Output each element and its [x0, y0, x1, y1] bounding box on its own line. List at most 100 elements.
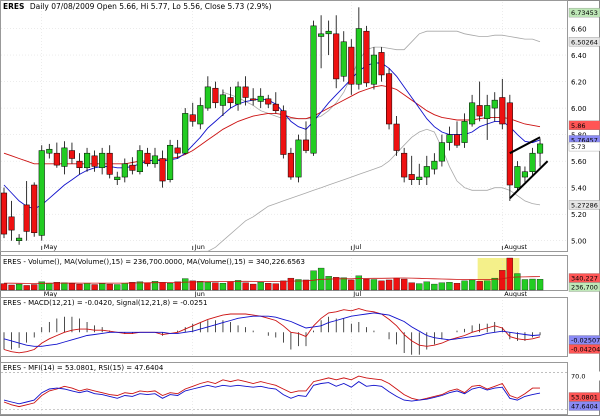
candle-down — [409, 174, 415, 179]
mfi-title: ERES - MFI(14) = 53.0801, RSI(15) = 47.6… — [3, 364, 164, 372]
volume-x-tick-label: Jul — [352, 290, 361, 298]
volume-bar-up — [341, 278, 347, 290]
candle-up — [447, 135, 453, 143]
candle-down — [175, 148, 181, 153]
candle-down — [24, 205, 30, 232]
volume-bar-up — [514, 274, 520, 290]
volume-bar-down — [1, 284, 7, 290]
volume-bar-down — [265, 283, 271, 290]
candle-up — [311, 26, 317, 153]
candle-up — [62, 148, 68, 167]
volume-bar-down — [228, 282, 234, 290]
volume-bar-down — [379, 281, 385, 290]
candle-down — [386, 74, 392, 124]
candle-down — [130, 165, 136, 170]
candle-down — [273, 104, 279, 111]
candle-down — [349, 47, 355, 84]
mfi-flag-label: 47.6404 — [571, 403, 598, 411]
volume-bar-down — [92, 285, 98, 290]
volume-bar-down — [477, 281, 483, 290]
macd-panel: -0.02507-0.04204 ERES - MACD(12,21) = -0… — [1, 298, 600, 357]
candle-down — [31, 185, 37, 233]
volume-bar-down — [454, 283, 460, 290]
volume-bar-up — [537, 279, 543, 290]
volume-bar-up — [46, 283, 52, 290]
price-panel: 5.005.205.405.605.806.006.206.406.60 6.7… — [1, 1, 600, 252]
price-y-tick-label: 5.40 — [571, 185, 587, 193]
price-x-tick-label: Jul — [352, 243, 361, 251]
candle-up — [515, 166, 521, 187]
volume-title: ERES - Volume(), MA(Volume(),15) = 236,7… — [3, 258, 305, 266]
candle-up — [152, 156, 158, 164]
volume-flag-label: 340,227 — [571, 275, 598, 283]
volume-bar-up — [462, 281, 468, 290]
price-y-tick-label: 6.20 — [571, 79, 587, 87]
volume-bar-down — [409, 283, 415, 290]
candle-up — [198, 105, 204, 124]
volume-bar-up — [122, 283, 128, 290]
volume-bar-up — [114, 285, 120, 290]
candle-down — [228, 97, 234, 102]
volume-bar-up — [446, 282, 452, 290]
candle-down — [454, 135, 460, 146]
price-x-tick-label: May — [44, 243, 58, 251]
candle-up — [432, 161, 438, 169]
candle-up — [318, 34, 324, 37]
price-y-tick-label: 6.40 — [571, 52, 587, 60]
candle-up — [484, 105, 490, 118]
candle-up — [99, 153, 105, 168]
volume-bar-up — [99, 284, 105, 290]
volume-x-tick-label: August — [504, 290, 527, 298]
volume-bar-down — [144, 283, 150, 290]
price-y-tick-label: 5.60 — [571, 158, 587, 166]
candle-down — [303, 140, 309, 151]
candle-down — [107, 153, 113, 174]
volume-bar-down — [386, 280, 392, 290]
price-x-tick-label: Jun — [194, 243, 205, 251]
candle-up — [492, 100, 498, 108]
volume-flag-label: 236,700 — [571, 284, 598, 292]
candle-up — [439, 143, 445, 162]
candle-up — [220, 95, 226, 106]
candle-down — [213, 88, 219, 103]
volume-bar-down — [499, 270, 505, 290]
volume-bar-down — [69, 284, 75, 290]
candle-up — [462, 121, 468, 142]
volume-bar-up — [167, 283, 173, 290]
price-flag-label: 5.27286 — [571, 201, 598, 209]
volume-bar-down — [160, 282, 166, 290]
volume-bar-up — [182, 279, 188, 290]
mfi-flag-label: 70.0 — [571, 373, 585, 381]
macd-title: ERES - MACD(12,21) = -0.0420, Signal(12,… — [3, 299, 207, 307]
candle-down — [190, 115, 196, 122]
volume-bar-down — [175, 282, 181, 290]
candle-down — [77, 161, 83, 168]
volume-bar-down — [250, 284, 256, 290]
volume-bar-up — [16, 284, 22, 290]
macd-flag-label: -0.02507 — [571, 337, 600, 345]
candle-up — [530, 153, 536, 172]
candle-up — [47, 149, 53, 153]
volume-bar-up — [522, 279, 528, 290]
volume-bar-up — [469, 280, 475, 290]
volume-bar-down — [212, 283, 218, 290]
candle-down — [265, 99, 271, 104]
macd-flag-label: -0.04204 — [571, 346, 600, 354]
volume-bar-down — [273, 284, 279, 290]
price-y-tick-label: 6.00 — [571, 105, 587, 113]
volume-bar-down — [401, 279, 407, 290]
price-flag-label: 5.86 — [571, 122, 585, 130]
candle-up — [258, 96, 264, 101]
volume-bar-down — [348, 280, 354, 290]
candle-up — [39, 151, 45, 236]
price-x-tick-label: August — [504, 243, 527, 251]
volume-bar-down — [507, 258, 513, 290]
candle-up — [182, 113, 188, 153]
candle-up — [84, 153, 90, 168]
volume-bar-down — [363, 279, 369, 290]
candle-up — [205, 87, 211, 108]
candle-down — [401, 153, 407, 177]
volume-bar-down — [288, 278, 294, 290]
